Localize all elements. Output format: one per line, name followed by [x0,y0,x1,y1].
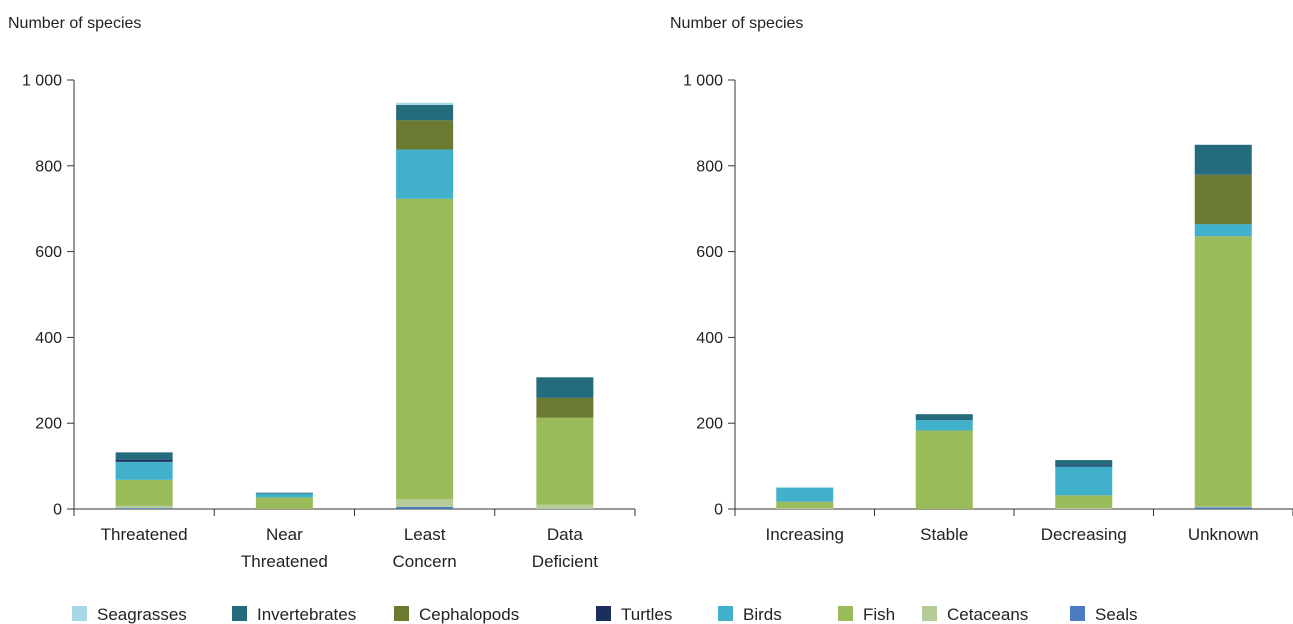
legend-label: Invertebrates [257,605,356,624]
legend-label: Cetaceans [947,605,1028,624]
y-tick-label: 200 [35,416,62,433]
legend-label: Cephalopods [419,605,519,624]
category-label: Threatened [101,525,188,544]
y-tick-label: 0 [53,502,62,519]
category-label: Least Concern [392,525,456,571]
bar-segment-seals [1194,507,1252,509]
y-tick-label: 800 [696,158,723,175]
bar-segment-seals [115,508,173,509]
legend-label: Seals [1095,605,1138,624]
bar-segment-fish [1055,495,1113,509]
category-label: Increasing [766,525,844,544]
bar-segment-cephalopods [396,120,454,150]
legend-swatch [718,606,733,621]
bar-segment-invertebrates [255,492,313,494]
bar-segment-birds [776,487,834,502]
y-tick-label: 1 000 [683,73,723,90]
bar-segment-birds [1055,466,1113,496]
bar-segment-birds [255,493,313,498]
bar-segment-cetaceans [396,499,454,507]
bar-segment-cetaceans [1055,508,1113,509]
bar-segment-fish [776,501,834,509]
y-tick-label: 200 [696,416,723,433]
bar-segment-birds [396,149,454,199]
bar-segment-fish [255,497,313,509]
bar-segment-fish [396,198,454,500]
y-axis-title: Number of species [670,15,803,32]
bar-segment-cetaceans [776,508,834,509]
bar-segment-seals [396,506,454,509]
bar-segment-invertebrates [1055,460,1113,466]
legend-label: Birds [743,605,782,624]
y-tick-label: 800 [35,158,62,175]
bar-segment-invertebrates [396,104,454,121]
bar-segment-cephalopods [536,397,594,418]
y-tick-label: 400 [35,330,62,347]
y-tick-label: 600 [35,244,62,261]
bar-segment-cetaceans [115,505,173,509]
bar-segment-fish [536,417,594,505]
y-tick-label: 0 [714,502,723,519]
legend-label: Seagrasses [97,605,187,624]
legend-swatch [1070,606,1085,621]
legend-swatch [72,606,87,621]
legend-swatch [596,606,611,621]
legend-swatch [922,606,937,621]
legend-swatch [394,606,409,621]
category-label: Unknown [1188,525,1259,544]
bar-segment-birds [115,461,173,480]
bar-segment-birds [1194,224,1252,237]
y-tick-label: 400 [696,330,723,347]
bar-segment-fish [915,430,973,509]
legend-label: Fish [863,605,895,624]
bar-segment-turtles [115,459,173,462]
bar-segment-fish [115,479,173,506]
category-label: Decreasing [1041,525,1127,544]
bar-segment-cephalopods [1194,174,1252,225]
bar-segment-invertebrates [1194,144,1252,175]
bar-segment-invertebrates [536,377,594,398]
legend-label: Turtles [621,605,672,624]
bar-segment-birds [915,420,973,431]
chart-panel-1: Number of species 0 200 400 600 800 1 000 Threa… [8,15,636,571]
bar-segment-turtles [1055,465,1113,467]
category-label: Data Deficient [532,525,598,571]
chart-panel-2: Number of species 0 200 400 600 800 1 000 Incre… [670,15,1293,544]
legend-swatch [838,606,853,621]
bar-segment-invertebrates [915,414,973,421]
y-axis-title: Number of species [8,15,141,32]
legend: Seagrasses Invertebrates Cephalopods Turtle… [72,605,1138,624]
bar-segment-invertebrates [115,452,173,460]
bar-segment-cetaceans [536,504,594,509]
category-label: Stable [920,525,968,544]
legend-swatch [232,606,247,621]
bar-segment-cetaceans [1194,506,1252,508]
y-tick-label: 1 000 [22,73,62,90]
category-label: Near Threatened [241,525,328,571]
y-tick-label: 600 [696,244,723,261]
bar-segment-seagrasses [396,102,454,105]
bar-segment-fish [1194,236,1252,507]
